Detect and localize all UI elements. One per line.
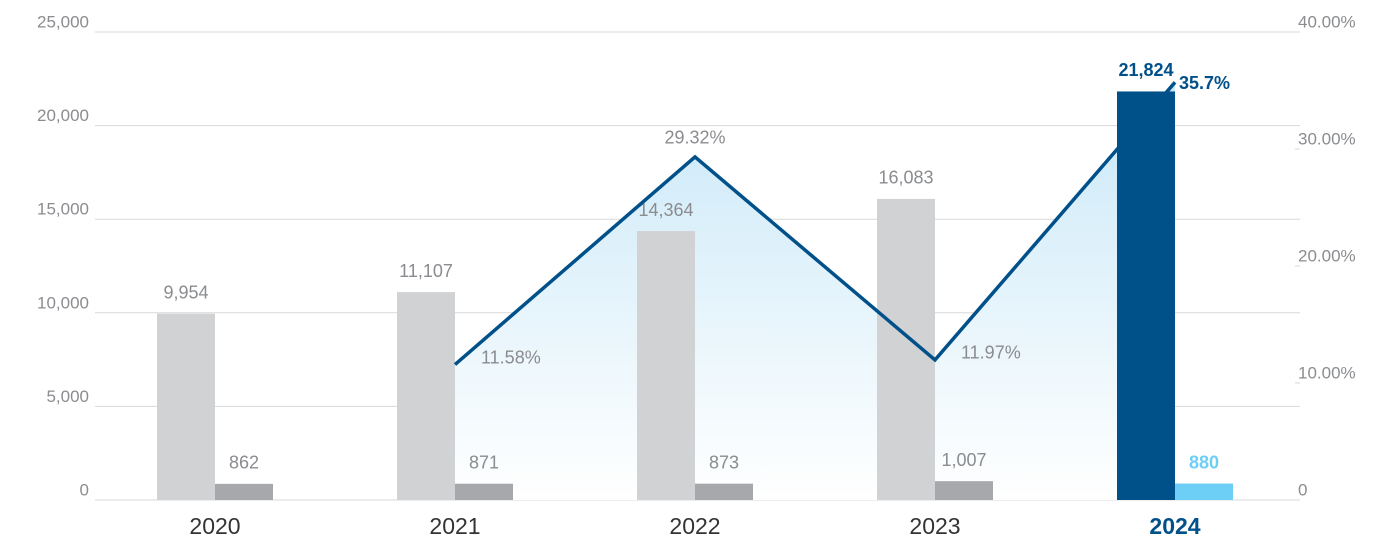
y-tick-label: 20,000 xyxy=(37,106,89,125)
line-area xyxy=(455,82,1175,500)
x-tick-label: 2021 xyxy=(429,513,480,539)
y2-tick-label: 0 xyxy=(1298,480,1307,499)
bar xyxy=(1117,91,1175,501)
line-label: 11.97% xyxy=(961,343,1021,363)
value-label: 1,007 xyxy=(941,450,986,470)
value-label: 14,364 xyxy=(638,200,693,220)
bar xyxy=(157,313,215,500)
value-label: 9,954 xyxy=(163,282,208,302)
y-tick-label: 10,000 xyxy=(37,293,89,312)
y-tick-label: 5,000 xyxy=(46,387,89,406)
y-tick-label: 15,000 xyxy=(37,200,89,219)
bar xyxy=(637,231,695,500)
x-tick-label: 2023 xyxy=(909,513,960,539)
bar xyxy=(877,198,935,500)
bar xyxy=(935,481,993,500)
value-label: 871 xyxy=(469,452,499,472)
line-label: 29.32% xyxy=(664,128,725,148)
value-label: 880 xyxy=(1189,452,1219,472)
y2-tick-label: 20.00% xyxy=(1298,246,1356,265)
value-label: 16,083 xyxy=(878,168,933,188)
y-tick-label: 0 xyxy=(80,480,89,499)
y2-tick-label: 30.00% xyxy=(1298,129,1356,148)
bar xyxy=(397,292,455,500)
x-tick-label: 2024 xyxy=(1149,513,1200,539)
value-label: 873 xyxy=(709,452,739,472)
x-tick-label: 2022 xyxy=(669,513,720,539)
value-label: 11,107 xyxy=(399,261,453,281)
y2-tick-label: 40.00% xyxy=(1298,12,1356,31)
value-label: 21,824 xyxy=(1118,60,1173,80)
line xyxy=(453,81,1177,366)
y2-tick-label: 10.00% xyxy=(1298,363,1356,382)
bar xyxy=(1175,483,1233,500)
bar xyxy=(215,483,273,500)
line-label: 11.58% xyxy=(481,347,541,367)
y-tick-label: 25,000 xyxy=(37,12,89,31)
bar xyxy=(455,483,513,500)
bar xyxy=(695,483,753,500)
x-tick-label: 2020 xyxy=(189,513,240,539)
value-label: 862 xyxy=(229,453,259,473)
line-label: 35.7% xyxy=(1179,73,1230,93)
